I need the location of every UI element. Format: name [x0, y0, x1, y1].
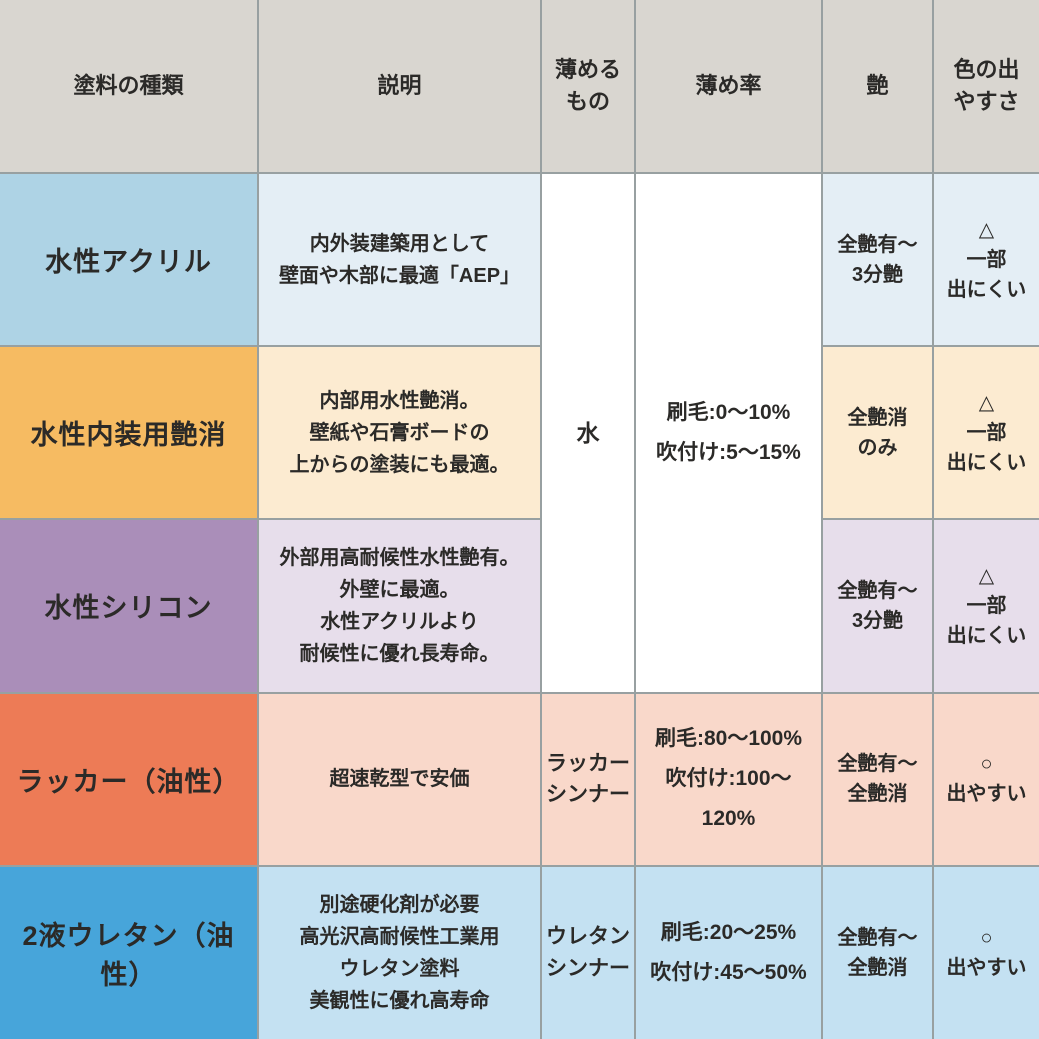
cell-name-water-silicone: 水性シリコン — [0, 518, 259, 694]
cell-name-water-interior-matte: 水性内装用艶消 — [0, 345, 259, 521]
header-thinner: 薄める もの — [540, 0, 636, 174]
row-lacquer-oil: ラッカー（油性） 超速乾型で安価 ラッカー シンナー 刷毛:80～100% 吹付… — [0, 691, 1039, 867]
cell-gloss-water-silicone: 全艶有～ 3分艶 — [821, 518, 934, 694]
cell-gloss-water-acrylic: 全艶有～ 3分艶 — [821, 171, 934, 348]
cell-gloss-water-interior-matte: 全艶消 のみ — [821, 345, 934, 521]
cell-description-two-part-urethane-oil: 別途硬化剤が必要 高光沢高耐候性工業用 ウレタン塗料 美観性に優れ高寿命 — [257, 864, 542, 1039]
cell-description-water-acrylic: 内外装建築用として 壁面や木部に最適「AEP」 — [257, 171, 542, 348]
cell-color-ease-water-acrylic: △ 一部 出にくい — [932, 171, 1039, 348]
cell-thinner-water-group: 水 — [540, 172, 636, 694]
cell-name-water-acrylic: 水性アクリル — [0, 171, 259, 348]
cell-color-ease-lacquer-oil: ○ 出やすい — [932, 691, 1039, 867]
cell-thinner-lacquer-oil: ラッカー シンナー — [540, 691, 636, 867]
cell-dilution-water-group: 刷毛:0～10% 吹付け:5～15% — [634, 172, 823, 694]
cell-gloss-lacquer-oil: 全艶有～ 全艶消 — [821, 691, 934, 867]
header-row: 塗料の種類 説明 薄める もの 薄め率 艶 色の出 やすさ — [0, 0, 1039, 174]
header-paint-type: 塗料の種類 — [0, 0, 259, 174]
header-description: 説明 — [257, 0, 542, 174]
cell-name-two-part-urethane-oil: 2液ウレタン（油性） — [0, 864, 259, 1039]
cell-gloss-two-part-urethane-oil: 全艶有～ 全艶消 — [821, 864, 934, 1039]
cell-color-ease-water-interior-matte: △ 一部 出にくい — [932, 345, 1039, 521]
cell-description-lacquer-oil: 超速乾型で安価 — [257, 691, 542, 867]
row-two-part-urethane-oil: 2液ウレタン（油性） 別途硬化剤が必要 高光沢高耐候性工業用 ウレタン塗料 美観… — [0, 864, 1039, 1039]
row-water-acrylic: 水性アクリル 内外装建築用として 壁面や木部に最適「AEP」 水 刷毛:0～10… — [0, 171, 1039, 694]
cell-dilution-two-part-urethane-oil: 刷毛:20～25% 吹付け:45～50% — [634, 864, 823, 1039]
cell-description-water-interior-matte: 内部用水性艶消。 壁紙や石膏ボードの 上からの塗装にも最適。 — [257, 345, 542, 521]
header-dilution-rate: 薄め率 — [634, 0, 823, 174]
row-water-silicone: 水性シリコン 外部用高耐候性水性艶有。 外壁に最適。 水性アクリルより 耐候性に… — [0, 518, 1039, 694]
cell-dilution-lacquer-oil: 刷毛:80～100% 吹付け:100～120% — [634, 691, 823, 867]
cell-thinner-two-part-urethane-oil: ウレタン シンナー — [540, 864, 636, 1039]
row-water-interior-matte: 水性内装用艶消 内部用水性艶消。 壁紙や石膏ボードの 上からの塗装にも最適。 全… — [0, 345, 1039, 521]
cell-color-ease-water-silicone: △ 一部 出にくい — [932, 518, 1039, 694]
header-color-ease: 色の出 やすさ — [932, 0, 1039, 174]
header-gloss: 艶 — [821, 0, 934, 174]
cell-name-lacquer-oil: ラッカー（油性） — [0, 691, 259, 867]
cell-description-water-silicone: 外部用高耐候性水性艶有。 外壁に最適。 水性アクリルより 耐候性に優れ長寿命。 — [257, 518, 542, 694]
cell-color-ease-two-part-urethane-oil: ○ 出やすい — [932, 864, 1039, 1039]
